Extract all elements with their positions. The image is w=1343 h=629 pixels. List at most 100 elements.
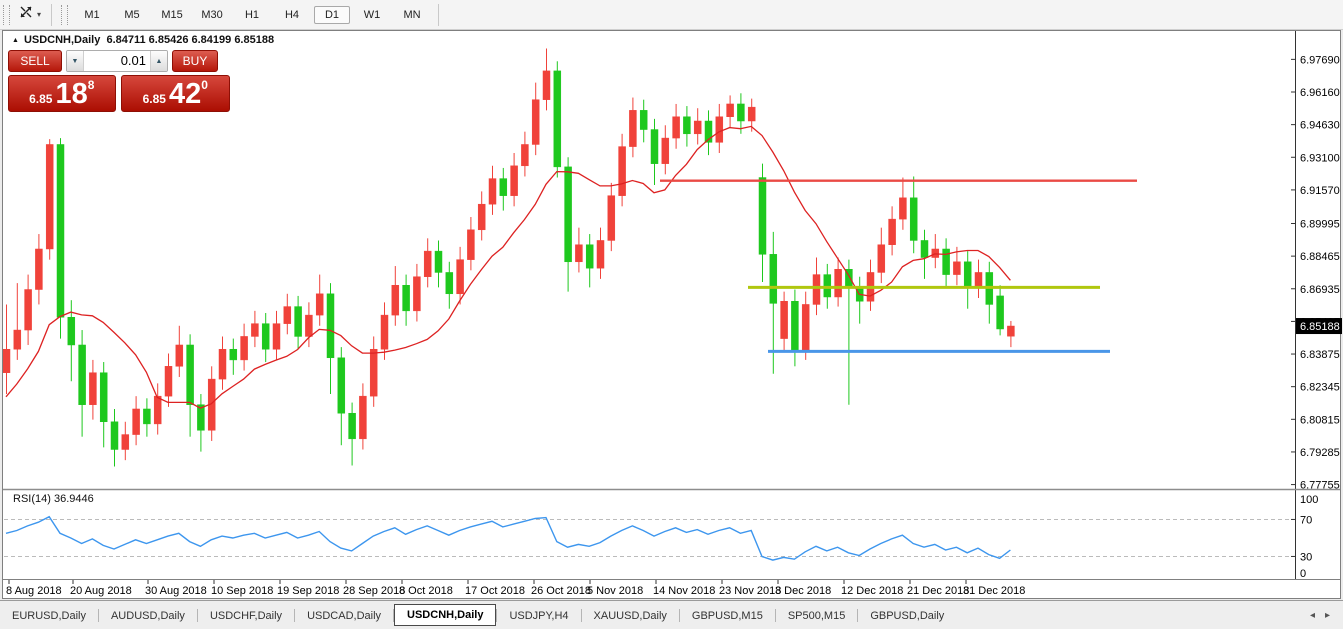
chart-ohlc-values: 6.84711 6.85426 6.84199 6.85188 (106, 34, 275, 46)
timeframe-button-H4[interactable]: H4 (284, 8, 300, 21)
candle-body (337, 357, 346, 414)
candle-body (704, 120, 713, 143)
candle-body (99, 372, 108, 423)
rsi-axis-labels: 100 70 30 0 (1300, 494, 1318, 580)
timeframe-button-H1[interactable]: H1 (244, 8, 260, 21)
candle-body (758, 177, 767, 255)
tabs-scroll-right-icon[interactable]: ▸ (1324, 610, 1330, 621)
candle-body (650, 129, 659, 164)
candle-body (56, 144, 65, 318)
volume-input[interactable]: 0.01 (84, 51, 150, 71)
candle-body (67, 316, 76, 346)
timeframe-button-M5[interactable]: M5 (124, 8, 140, 21)
candle-body (218, 348, 227, 380)
candle-body (445, 272, 454, 295)
chevron-down-icon[interactable]: ▾ (37, 10, 42, 19)
timeframe-buttons: M1 M5 M15 M30 H1 H4 D1 W1 MN (72, 0, 432, 29)
rsi-line (5, 515, 1011, 561)
timeframe-button-D1[interactable]: D1 (314, 5, 351, 24)
rsi-tick-label: 30 (1300, 551, 1312, 563)
tab-scroll-controls: ◂ ▸ (1305, 610, 1343, 621)
buy-button[interactable]: BUY (172, 50, 218, 72)
date-tick-label: 19 Sep 2018 (277, 585, 339, 597)
candle-body (3, 348, 11, 373)
candle-body (305, 314, 313, 337)
tab-USDCAD-Daily[interactable]: USDCAD,Daily (307, 609, 382, 622)
timeframe-button-M15[interactable]: M15 (161, 8, 183, 21)
candle-body (564, 166, 572, 263)
price-tick-label: 6.91570 (1300, 185, 1340, 197)
chart-expand-icon[interactable]: ▲ (12, 37, 19, 44)
toolbar-grip[interactable] (61, 4, 69, 25)
tab-separator (857, 609, 859, 622)
tab-separator (678, 609, 680, 622)
chart-symbol-label: USDCNH,Daily (23, 34, 101, 46)
timeframe-button-M30[interactable]: M30 (201, 8, 223, 21)
candle-body (607, 195, 616, 241)
tab-AUDUSD-Daily[interactable]: AUDUSD,Daily (110, 609, 185, 622)
timeframe-button-MN[interactable]: MN (403, 8, 421, 21)
date-tick-label: 20 Aug 2018 (70, 585, 132, 597)
candle-body (477, 203, 486, 231)
price-tick-label: 6.97690 (1300, 54, 1340, 66)
one-click-trading-panel: SELL ▼ 0.01 ▲ BUY 6.85 18 8 6.85 42 0 (8, 50, 230, 112)
candle-body (585, 244, 594, 269)
price-tick-label: 6.89995 (1300, 218, 1340, 230)
candle-body (456, 259, 464, 295)
candle-body (24, 289, 32, 331)
tab-EURUSD-Daily[interactable]: EURUSD,Daily (12, 609, 86, 622)
date-tick-label: 10 Sep 2018 (211, 585, 273, 597)
candle-body (672, 116, 680, 139)
tab-USDJPY-H4[interactable]: USDJPY,H4 (509, 609, 569, 622)
tab-GBPUSD-Daily[interactable]: GBPUSD,Daily (870, 609, 945, 622)
candle-body (78, 344, 86, 405)
tab-SP500-M15[interactable]: SP500,M15 (787, 609, 846, 622)
date-tick-label: 31 Dec 2018 (963, 585, 1025, 597)
candle-body (132, 408, 140, 435)
sell-button[interactable]: SELL (8, 50, 62, 72)
rsi-tick-label: 0 (1300, 568, 1306, 580)
date-tick-label: 28 Sep 2018 (343, 585, 405, 597)
candle-body (13, 329, 22, 350)
sell-price-button[interactable]: 6.85 18 8 (8, 75, 116, 112)
tabs-scroll-left-icon[interactable]: ◂ (1309, 610, 1315, 621)
candle-body (413, 276, 421, 312)
candle-body (888, 218, 896, 245)
candle-body (369, 348, 378, 397)
candle-body (391, 284, 400, 316)
candle-body (402, 284, 410, 312)
price-tick-label: 6.88465 (1300, 251, 1340, 263)
date-tick-label: 23 Nov 2018 (719, 585, 781, 597)
candle-body (531, 99, 540, 145)
tab-GBPUSD-M15[interactable]: GBPUSD,M15 (691, 609, 763, 622)
tab-USDCNH-Daily[interactable]: USDCNH,Daily (394, 604, 497, 626)
candle-body (261, 323, 270, 350)
candle-body (963, 261, 972, 288)
toolbar-grip[interactable] (3, 4, 10, 25)
tab-separator (496, 609, 498, 622)
candle-body (164, 366, 173, 397)
cursor-tool-button[interactable]: ▾ (14, 3, 45, 27)
candle-body (618, 146, 626, 196)
buy-price-button[interactable]: 6.85 42 0 (120, 75, 230, 112)
date-tick-label: 8 Oct 2018 (399, 585, 453, 597)
timeframe-button-W1[interactable]: W1 (363, 8, 381, 21)
candle-body (175, 344, 184, 367)
price-tick-label: 6.77755 (1300, 480, 1340, 492)
tab-XAUUSD-Daily[interactable]: XAUUSD,Daily (593, 609, 667, 622)
tab-USDCHF-Daily[interactable]: USDCHF,Daily (209, 609, 283, 622)
candle-body (801, 304, 810, 351)
candle-body (283, 306, 292, 324)
candle-body (186, 344, 194, 405)
candle-body (747, 106, 756, 122)
volume-increase-button[interactable]: ▲ (150, 51, 167, 71)
timeframe-button-M1[interactable]: M1 (84, 8, 100, 21)
candle-body (553, 70, 562, 168)
candle-body (683, 116, 691, 135)
volume-decrease-button[interactable]: ▼ (67, 51, 84, 71)
sell-price-main: 6.85 (29, 92, 53, 106)
candle-body (510, 165, 518, 196)
candle-body (661, 137, 670, 164)
toolbar-separator (438, 3, 440, 26)
timeframe-toolbar: ▾ M1 M5 M15 M30 H1 H4 D1 W1 MN (0, 0, 1343, 30)
